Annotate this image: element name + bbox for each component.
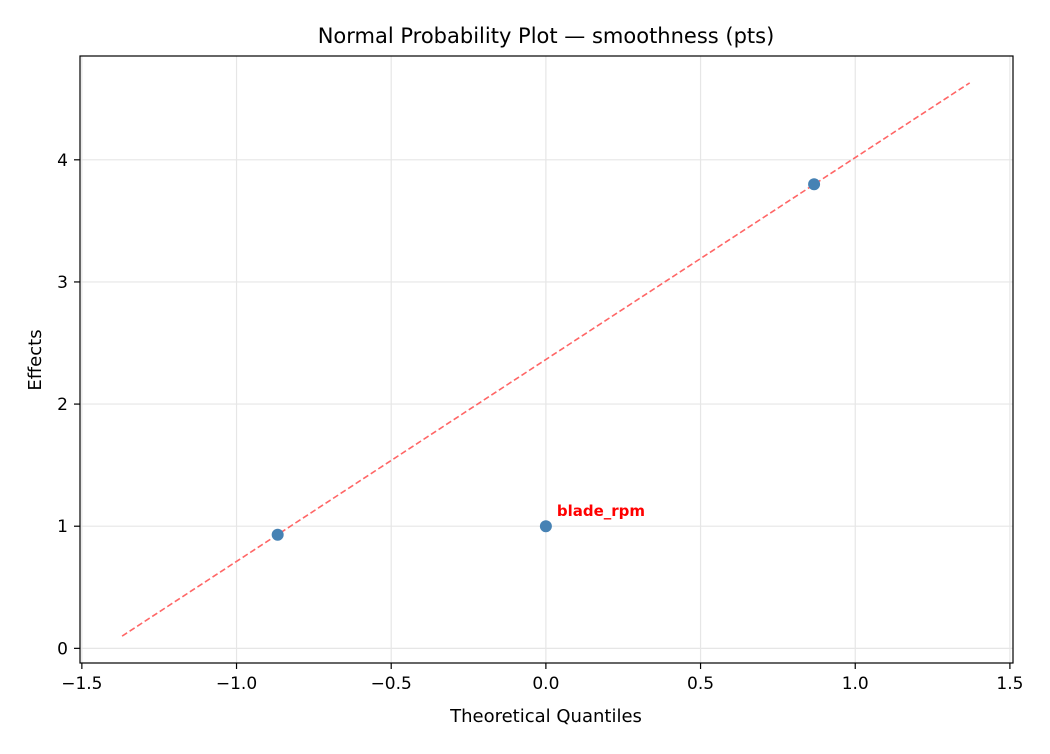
data-point — [808, 178, 821, 191]
x-tick-label: 1.5 — [996, 674, 1023, 694]
x-axis: −1.5 −1.0 −0.5 0.0 0.5 1.0 1.5 — [61, 663, 1023, 694]
y-tick-label: 2 — [57, 395, 68, 415]
y-axis-label: Effects — [25, 329, 46, 390]
x-tick-label: −0.5 — [371, 674, 412, 694]
x-axis-label: Theoretical Quantiles — [449, 706, 642, 727]
y-axis: 0 1 2 3 4 — [57, 151, 80, 659]
y-tick-label: 0 — [57, 639, 68, 659]
x-tick-label: 0.0 — [532, 674, 559, 694]
plot-frame — [79, 55, 1014, 664]
x-tick-label: 1.0 — [842, 674, 869, 694]
reference-line-group — [121, 82, 971, 637]
y-tick-label: 1 — [57, 517, 68, 537]
point-annotation: blade_rpm — [557, 502, 645, 520]
points-group: blade_rpm — [271, 178, 821, 541]
x-tick-label: −1.5 — [61, 674, 102, 694]
y-tick-label: 4 — [57, 151, 68, 171]
chart-title: Normal Probability Plot — smoothness (pt… — [318, 24, 775, 48]
y-tick-label: 3 — [57, 273, 68, 293]
data-point — [271, 528, 284, 541]
data-point — [539, 520, 552, 533]
reference-line — [121, 82, 971, 637]
x-tick-label: −1.0 — [216, 674, 257, 694]
x-tick-label: 0.5 — [687, 674, 714, 694]
